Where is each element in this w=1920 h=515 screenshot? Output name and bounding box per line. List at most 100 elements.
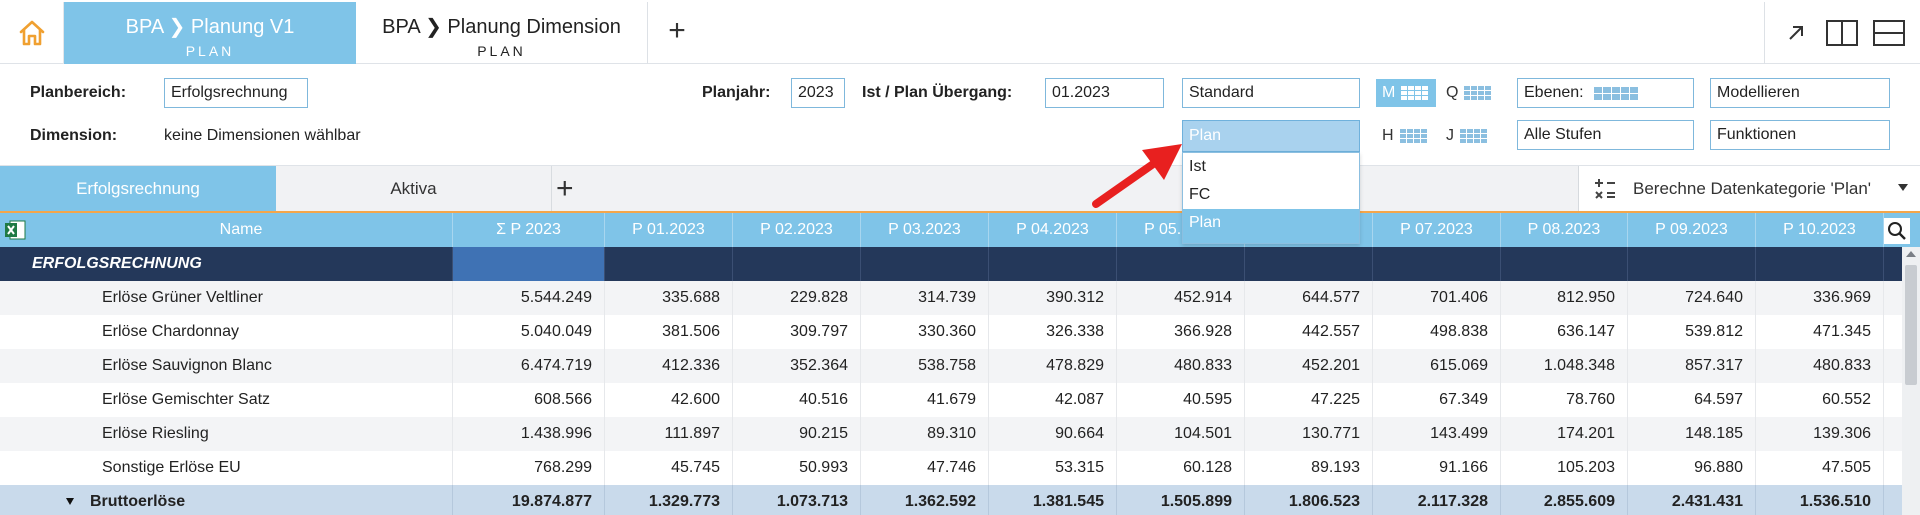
calculate-category-button[interactable]: Berechne Datenkategorie 'Plan' bbox=[1578, 166, 1920, 211]
value-cell[interactable]: 78.760 bbox=[1501, 383, 1628, 417]
dropdown-option-plan[interactable]: Plan bbox=[1183, 209, 1359, 243]
doc-tab-planung-dimension[interactable]: BPA ❯ Planung Dimension PLAN bbox=[356, 2, 648, 64]
table-row[interactable]: Erlöse Chardonnay 5.040.049 381.506 309.797… bbox=[0, 315, 1902, 349]
ebenen-select[interactable]: Ebenen: bbox=[1517, 78, 1694, 108]
column-header-period[interactable]: P 07.2023 bbox=[1373, 213, 1501, 247]
value-cell[interactable]: 5.544.249 bbox=[453, 281, 605, 315]
value-cell[interactable]: 539.812 bbox=[1628, 315, 1756, 349]
value-cell[interactable]: 1.806.523 bbox=[1245, 485, 1373, 515]
value-cell[interactable]: 42.600 bbox=[605, 383, 733, 417]
value-cell[interactable]: 1.505.899 bbox=[1117, 485, 1245, 515]
value-cell[interactable]: 60.128 bbox=[1117, 451, 1245, 485]
row-label[interactable]: Bruttoerlöse bbox=[0, 485, 453, 515]
value-cell[interactable]: 111.897 bbox=[605, 417, 733, 451]
scrollbar-thumb[interactable] bbox=[1905, 265, 1917, 385]
table-row[interactable]: Sonstige Erlöse EU 768.299 45.745 50.993 47.… bbox=[0, 451, 1902, 485]
value-cell[interactable]: 60.552 bbox=[1756, 383, 1884, 417]
value-cell[interactable]: 47.225 bbox=[1245, 383, 1373, 417]
value-cell[interactable]: 139.306 bbox=[1756, 417, 1884, 451]
column-header-name[interactable]: Name bbox=[30, 213, 453, 247]
row-label[interactable]: Erlöse Riesling bbox=[0, 417, 453, 451]
value-cell[interactable]: 1.362.592 bbox=[861, 485, 989, 515]
add-document-tab-button[interactable]: + bbox=[668, 14, 686, 47]
value-cell[interactable]: 857.317 bbox=[1628, 349, 1756, 383]
value-cell[interactable]: 335.688 bbox=[605, 281, 733, 315]
column-header-period[interactable]: P 03.2023 bbox=[861, 213, 989, 247]
row-label[interactable]: Erlöse Gemischter Satz bbox=[0, 383, 453, 417]
view-select[interactable]: Standard bbox=[1182, 78, 1360, 108]
value-cell[interactable]: 229.828 bbox=[733, 281, 861, 315]
value-cell[interactable]: 41.679 bbox=[861, 383, 989, 417]
column-header-period[interactable]: P 02.2023 bbox=[733, 213, 861, 247]
value-cell[interactable]: 67.349 bbox=[1373, 383, 1501, 417]
value-cell[interactable]: 644.577 bbox=[1245, 281, 1373, 315]
value-cell[interactable]: 143.499 bbox=[1373, 417, 1501, 451]
value-cell[interactable] bbox=[861, 247, 989, 281]
value-cell[interactable]: 768.299 bbox=[453, 451, 605, 485]
value-cell[interactable]: 366.928 bbox=[1117, 315, 1245, 349]
table-row[interactable]: Erlöse Gemischter Satz 608.566 42.600 40.51… bbox=[0, 383, 1902, 417]
value-cell[interactable]: 309.797 bbox=[733, 315, 861, 349]
dropdown-option-ist[interactable]: Ist bbox=[1189, 158, 1206, 175]
column-header-period[interactable]: Σ P 2023 bbox=[453, 213, 605, 247]
grid-search-button[interactable] bbox=[1884, 218, 1910, 244]
value-cell[interactable]: 330.360 bbox=[861, 315, 989, 349]
column-header-period[interactable]: P 10.2023 bbox=[1756, 213, 1884, 247]
row-label[interactable]: Erlöse Grüner Veltliner bbox=[0, 281, 453, 315]
row-label[interactable]: Sonstige Erlöse EU bbox=[0, 451, 453, 485]
value-cell[interactable]: 90.215 bbox=[733, 417, 861, 451]
value-cell[interactable]: 538.758 bbox=[861, 349, 989, 383]
value-cell[interactable]: 42.087 bbox=[989, 383, 1117, 417]
section-row[interactable]: ERFOLGSRECHNUNG bbox=[0, 247, 1902, 281]
value-cell[interactable]: 2.855.609 bbox=[1501, 485, 1628, 515]
value-cell[interactable]: 1.073.713 bbox=[733, 485, 861, 515]
value-cell[interactable]: 412.336 bbox=[605, 349, 733, 383]
value-cell[interactable] bbox=[1756, 247, 1884, 281]
value-cell[interactable]: 478.829 bbox=[989, 349, 1117, 383]
value-cell[interactable]: 105.203 bbox=[1501, 451, 1628, 485]
funktionen-select[interactable]: Funktionen bbox=[1710, 120, 1890, 150]
value-cell[interactable]: 452.201 bbox=[1245, 349, 1373, 383]
excel-export-button[interactable] bbox=[4, 219, 26, 241]
value-cell[interactable]: 636.147 bbox=[1501, 315, 1628, 349]
value-cell[interactable]: 1.329.773 bbox=[605, 485, 733, 515]
column-header-period[interactable]: P 09.2023 bbox=[1628, 213, 1756, 247]
period-month-toggle[interactable]: M bbox=[1376, 79, 1436, 107]
planbereich-select[interactable]: Erfolgsrechnung bbox=[164, 78, 308, 108]
value-cell[interactable]: 40.516 bbox=[733, 383, 861, 417]
category-select[interactable]: Plan bbox=[1182, 120, 1360, 152]
value-cell[interactable]: 1.536.510 bbox=[1756, 485, 1884, 515]
value-cell[interactable]: 174.201 bbox=[1501, 417, 1628, 451]
scroll-up-icon[interactable] bbox=[1906, 251, 1916, 257]
row-label[interactable]: Erlöse Chardonnay bbox=[0, 315, 453, 349]
value-cell[interactable]: 608.566 bbox=[453, 383, 605, 417]
doc-tab-planung-v1[interactable]: BPA ❯ Planung V1 PLAN bbox=[64, 2, 356, 64]
table-row[interactable]: Erlöse Sauvignon Blanc 6.474.719 412.336 35… bbox=[0, 349, 1902, 383]
value-cell[interactable]: 5.040.049 bbox=[453, 315, 605, 349]
value-cell[interactable]: 480.833 bbox=[1117, 349, 1245, 383]
value-cell[interactable] bbox=[733, 247, 861, 281]
stufen-select[interactable]: Alle Stufen bbox=[1517, 120, 1694, 150]
value-cell[interactable]: 19.874.877 bbox=[453, 485, 605, 515]
value-cell[interactable] bbox=[989, 247, 1117, 281]
value-cell[interactable]: 452.914 bbox=[1117, 281, 1245, 315]
value-cell[interactable] bbox=[1117, 247, 1245, 281]
value-cell[interactable]: 812.950 bbox=[1501, 281, 1628, 315]
value-cell[interactable]: 90.664 bbox=[989, 417, 1117, 451]
value-cell[interactable]: 390.312 bbox=[989, 281, 1117, 315]
period-year-toggle[interactable]: J bbox=[1440, 122, 1500, 150]
value-cell[interactable]: 701.406 bbox=[1373, 281, 1501, 315]
value-cell[interactable]: 45.745 bbox=[605, 451, 733, 485]
value-cell[interactable]: 336.969 bbox=[1756, 281, 1884, 315]
split-horizontal-button[interactable] bbox=[1870, 14, 1908, 52]
value-cell[interactable] bbox=[605, 247, 733, 281]
value-cell[interactable]: 91.166 bbox=[1373, 451, 1501, 485]
value-cell[interactable]: 47.505 bbox=[1756, 451, 1884, 485]
period-quarter-toggle[interactable]: Q bbox=[1440, 79, 1500, 107]
value-cell[interactable] bbox=[453, 247, 605, 281]
value-cell[interactable]: 89.193 bbox=[1245, 451, 1373, 485]
value-cell[interactable] bbox=[1245, 247, 1373, 281]
value-cell[interactable] bbox=[1373, 247, 1501, 281]
value-cell[interactable]: 53.315 bbox=[989, 451, 1117, 485]
value-cell[interactable]: 40.595 bbox=[1117, 383, 1245, 417]
